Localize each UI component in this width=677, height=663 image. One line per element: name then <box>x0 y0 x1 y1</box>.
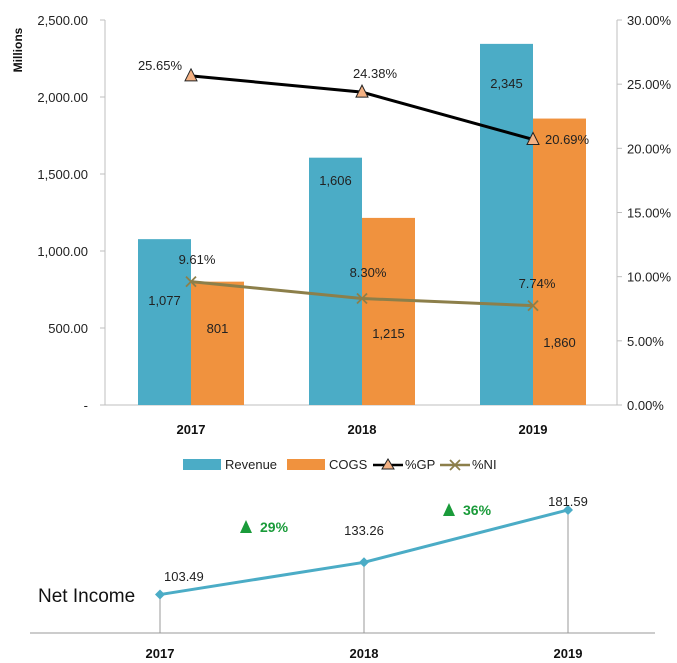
label-gp-2019: 20.69% <box>545 132 590 147</box>
bar-cogs-2018 <box>362 217 415 405</box>
growth-arrow-icon <box>443 503 455 516</box>
label-ni-2017: 9.61% <box>179 252 216 267</box>
marker-ni-2018 <box>356 292 368 305</box>
legend: Revenue COGS %GP %NI <box>183 457 497 472</box>
category-label-2018: 2018 <box>348 422 377 437</box>
marker-ni-2017 <box>185 276 197 288</box>
legend-item-cogs: COGS <box>287 457 368 472</box>
label-revenue-2018: 1,606 <box>319 173 352 188</box>
bar-cogs-2019 <box>533 118 586 405</box>
ni-category-label-2017: 2017 <box>146 646 175 661</box>
marker-ni-2019 <box>527 300 539 312</box>
legend-item-gp: %GP <box>373 457 435 472</box>
label-revenue-2019: 2,345 <box>490 76 523 91</box>
label-ni-2018: 8.30% <box>350 265 387 280</box>
right-tick-label: 10.00% <box>627 270 672 285</box>
right-tick-label: 25.00% <box>627 77 672 92</box>
ni-value-label-2019: 181.59 <box>548 494 588 509</box>
ni-marker-2019 <box>563 504 573 515</box>
ni-category-label-2018: 2018 <box>350 646 379 661</box>
growth-label-2: 36% <box>463 502 492 518</box>
category-labels: 2017 2018 2019 <box>177 422 548 437</box>
label-revenue-2017: 1,077 <box>148 293 181 308</box>
label-gp-2018: 24.38% <box>353 66 398 81</box>
legend-item-revenue: Revenue <box>183 457 277 472</box>
left-tick-label: 1,000.00 <box>37 244 88 259</box>
net-income-chart: Net Income 2017 2018 2019 103.49 133.26 181.5… <box>30 494 655 661</box>
label-ni-2019: 7.74% <box>519 276 556 291</box>
combo-chart: Millions - 500.00 1,000.00 1,500.00 2,000.00… <box>11 13 672 472</box>
right-axis-ticks: 0.00% 5.00% 10.00% 15.00% 20.00% 25.00% 30.00% <box>617 13 672 413</box>
legend-item-ni: %NI <box>440 457 497 472</box>
category-label-2019: 2019 <box>519 422 548 437</box>
label-cogs-2017: 801 <box>207 321 229 336</box>
growth-arrow-icon <box>240 520 252 533</box>
left-tick-label: 500.00 <box>48 321 88 336</box>
marker-gp-2018 <box>355 84 369 98</box>
bar-revenue-2019 <box>480 43 533 406</box>
label-cogs-2018: 1,215 <box>372 326 405 341</box>
bar-cogs-2017 <box>191 281 244 405</box>
label-cogs-2019: 1,860 <box>543 335 576 350</box>
bar-revenue-2018 <box>309 157 362 405</box>
left-tick-label: - <box>84 398 88 413</box>
bar-revenue-2017 <box>138 239 191 405</box>
right-tick-label: 0.00% <box>627 398 664 413</box>
marker-gp-2017 <box>184 67 198 82</box>
ni-value-label-2018: 133.26 <box>344 523 384 538</box>
label-gp-2017: 25.65% <box>138 58 183 73</box>
marker-gp-2019 <box>526 131 540 145</box>
net-income-label: Net Income <box>38 586 135 607</box>
legend-marker-ni <box>449 459 461 471</box>
left-tick-label: 2,000.00 <box>37 90 88 105</box>
ni-category-label-2019: 2019 <box>554 646 583 661</box>
category-label-2017: 2017 <box>177 422 206 437</box>
legend-label-gp: %GP <box>405 457 435 472</box>
left-tick-label: 1,500.00 <box>37 167 88 182</box>
line-series: 25.65% 24.38% 20.69% 9.61% 8.30% 7.74% <box>138 58 590 312</box>
right-tick-label: 30.00% <box>627 13 672 28</box>
legend-swatch-revenue <box>183 459 221 470</box>
right-tick-label: 20.00% <box>627 141 672 156</box>
ni-value-label-2017: 103.49 <box>164 569 204 584</box>
ni-marker-2018 <box>359 557 369 568</box>
left-axis-ticks: - 500.00 1,000.00 1,500.00 2,000.00 2,500.00 <box>37 13 105 413</box>
bar-series: 1,077 801 1,606 1,215 2,345 1,860 <box>138 43 586 406</box>
ni-marker-2017 <box>155 589 165 600</box>
y-axis-title: Millions <box>11 27 25 72</box>
growth-label-1: 29% <box>260 519 289 535</box>
right-tick-label: 15.00% <box>627 206 672 221</box>
right-tick-label: 5.00% <box>627 334 664 349</box>
legend-swatch-cogs <box>287 459 325 470</box>
legend-label-ni: %NI <box>472 457 497 472</box>
legend-label-cogs: COGS <box>329 457 368 472</box>
legend-label-revenue: Revenue <box>225 457 277 472</box>
left-tick-label: 2,500.00 <box>37 13 88 28</box>
ni-series: 2017 2018 2019 103.49 133.26 181.59 29% 36% <box>146 494 588 661</box>
legend-marker-gp <box>381 458 395 470</box>
